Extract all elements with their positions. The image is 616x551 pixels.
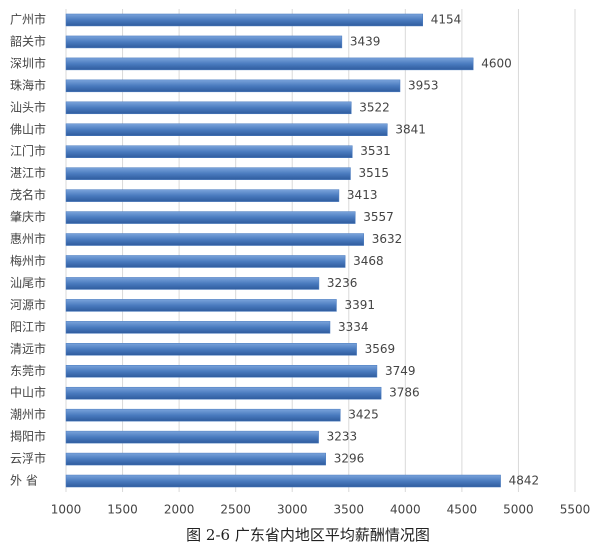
bar (65, 255, 346, 268)
y-tick-label: 湛江市 (10, 165, 46, 180)
x-tick-label: 1000 (51, 503, 82, 517)
y-tick-label: 揭阳市 (10, 429, 46, 444)
y-tick-label: 外 省 (10, 474, 38, 488)
value-label: 4154 (431, 12, 462, 26)
x-tick-label: 1500 (107, 503, 138, 517)
bar (65, 167, 351, 180)
value-label: 3749 (385, 364, 416, 378)
value-label: 4600 (481, 56, 512, 70)
x-tick-label: 3500 (334, 503, 365, 517)
y-tick-label: 珠海市 (10, 77, 46, 92)
bar (65, 343, 357, 356)
value-label: 3522 (359, 100, 390, 114)
bar (65, 101, 352, 115)
y-tick-label: 汕尾市 (10, 275, 46, 290)
y-tick-label: 佛山市 (10, 121, 46, 136)
y-tick-label: 中山市 (10, 385, 46, 400)
y-tick-label: 河源市 (10, 297, 46, 312)
bar (65, 365, 378, 378)
bar (65, 13, 424, 27)
y-tick-label: 茂名市 (10, 187, 46, 202)
x-tick-label: 4000 (390, 503, 421, 517)
value-label: 3557 (363, 210, 394, 224)
value-label: 3569 (365, 342, 396, 356)
bar (65, 189, 340, 202)
value-label: 3531 (360, 144, 391, 158)
y-tick-label: 清远市 (10, 341, 46, 356)
value-label: 3468 (353, 254, 384, 268)
y-tick-label: 汕头市 (10, 99, 46, 114)
x-tick-label: 3000 (277, 503, 308, 517)
bar (65, 79, 401, 93)
value-label: 3296 (334, 452, 365, 466)
bar (65, 299, 337, 312)
bar (65, 211, 356, 224)
bar (65, 321, 331, 334)
y-tick-label: 深圳市 (10, 55, 46, 70)
bar (65, 123, 388, 136)
bar (65, 277, 320, 290)
value-label: 3515 (358, 166, 389, 180)
x-tick-label: 5500 (560, 503, 591, 517)
bar (65, 474, 501, 488)
value-label: 3632 (372, 232, 403, 246)
bar (65, 408, 341, 422)
value-label: 3953 (408, 78, 439, 92)
y-tick-label: 广州市 (10, 11, 46, 26)
value-label: 3236 (327, 276, 358, 290)
value-label: 4842 (509, 474, 540, 488)
x-tick-label: 4500 (447, 503, 478, 517)
y-tick-label: 梅州市 (10, 253, 46, 268)
value-label: 3233 (327, 430, 358, 444)
y-tick-label: 东莞市 (10, 363, 46, 378)
y-tick-label: 江门市 (10, 143, 46, 158)
bar (65, 452, 326, 466)
value-label: 3425 (348, 408, 379, 422)
x-tick-label: 2000 (164, 503, 195, 517)
chart-title: 图 2-6 广东省内地区平均薪酬情况图 (186, 526, 430, 544)
value-label: 3334 (338, 320, 369, 334)
value-label: 3786 (389, 386, 420, 400)
value-label: 3413 (347, 188, 378, 202)
value-label: 3391 (344, 298, 375, 312)
bar (65, 386, 382, 400)
y-tick-label: 阳江市 (10, 319, 46, 334)
y-tick-label: 肇庆市 (10, 209, 46, 224)
x-tick-label: 5000 (503, 503, 534, 517)
y-tick-label: 韶关市 (10, 33, 46, 48)
y-tick-label: 潮州市 (10, 407, 46, 422)
y-tick-label: 云浮市 (10, 451, 46, 466)
bar (65, 57, 474, 71)
x-tick-label: 2500 (220, 503, 251, 517)
bar (65, 145, 353, 158)
bar (65, 233, 364, 246)
value-label: 3439 (350, 34, 381, 48)
bar (65, 430, 319, 444)
value-label: 3841 (395, 122, 426, 136)
y-tick-label: 惠州市 (10, 231, 46, 246)
bar (65, 35, 343, 49)
